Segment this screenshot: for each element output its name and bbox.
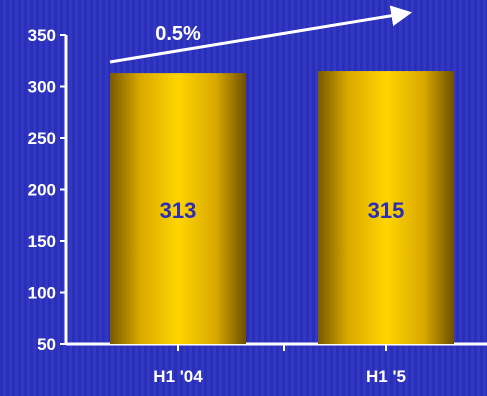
y-tick-label: 300 — [28, 78, 56, 97]
growth-arrow — [109, 5, 413, 64]
category-label: H1 '5 — [366, 367, 406, 386]
bar — [318, 71, 454, 345]
y-tick-label: 150 — [28, 232, 56, 251]
bars — [110, 71, 454, 345]
bar-data-label: 315 — [368, 198, 405, 223]
y-tick-label: 50 — [37, 335, 56, 354]
y-tick-label: 100 — [28, 284, 56, 303]
y-tick-label: 250 — [28, 129, 56, 148]
data-labels: 313 315 — [160, 198, 405, 223]
bar — [110, 73, 246, 345]
y-tick-label: 350 — [28, 26, 56, 45]
category-label: H1 '04 — [153, 367, 203, 386]
bar-data-label: 313 — [160, 198, 197, 223]
growth-label: 0.5% — [155, 23, 201, 45]
y-tick-label: 200 — [28, 181, 56, 200]
y-ticks: 350 300 250 200 150 100 50 — [28, 26, 66, 354]
growth-annotation: 0.5% — [109, 5, 413, 64]
category-labels: H1 '04 H1 '5 — [153, 344, 406, 386]
